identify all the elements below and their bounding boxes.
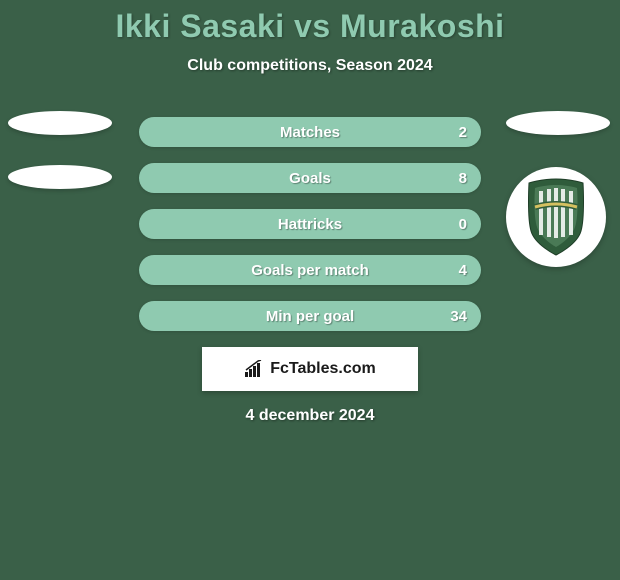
stat-value: 0 xyxy=(459,216,467,233)
stat-value: 8 xyxy=(459,170,467,187)
stat-label: Min per goal xyxy=(266,308,354,325)
stat-row-hattricks: Hattricks 0 xyxy=(139,209,481,239)
comparison-card: Ikki Sasaki vs Murakoshi Club competitio… xyxy=(0,0,620,425)
stat-row-min-per-goal: Min per goal 34 xyxy=(139,301,481,331)
stat-row-goals: Goals 8 xyxy=(139,163,481,193)
stat-row-matches: Matches 2 xyxy=(139,117,481,147)
stat-rows: Matches 2 Goals 8 Hattricks 0 Goals per … xyxy=(139,117,481,331)
brand-box[interactable]: FcTables.com xyxy=(202,347,418,391)
club-shield-icon xyxy=(521,177,591,257)
stat-label: Hattricks xyxy=(278,216,342,233)
right-player-badges xyxy=(506,111,610,267)
stat-value: 34 xyxy=(450,308,467,325)
stat-label: Goals xyxy=(289,170,331,187)
player1-placeholder-icon xyxy=(8,111,112,135)
stat-value: 4 xyxy=(459,262,467,279)
stats-area: Matches 2 Goals 8 Hattricks 0 Goals per … xyxy=(0,117,620,425)
stat-value: 2 xyxy=(459,124,467,141)
player1-club-placeholder-icon xyxy=(8,165,112,189)
player2-placeholder-icon xyxy=(506,111,610,135)
stat-label: Goals per match xyxy=(251,262,369,279)
left-player-badges xyxy=(8,111,112,219)
brand-text: FcTables.com xyxy=(270,360,376,378)
date-text: 4 december 2024 xyxy=(0,407,620,425)
player2-club-badge xyxy=(506,167,606,267)
subtitle: Club competitions, Season 2024 xyxy=(0,57,620,75)
stat-row-goals-per-match: Goals per match 4 xyxy=(139,255,481,285)
page-title: Ikki Sasaki vs Murakoshi xyxy=(0,8,620,45)
brand-inner: FcTables.com xyxy=(244,360,376,378)
stat-label: Matches xyxy=(280,124,340,141)
bar-chart-icon xyxy=(244,360,266,378)
